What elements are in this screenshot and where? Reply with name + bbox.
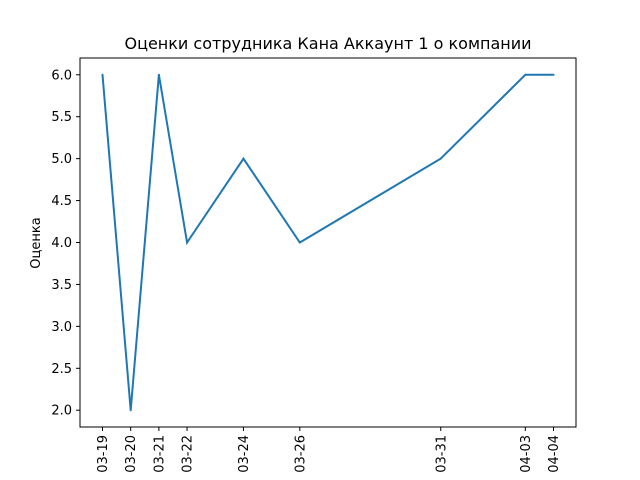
y-tick-label: 6.0 [51, 68, 72, 83]
x-tick-label: 03-22 [181, 435, 196, 473]
x-tick-label: 03-19 [96, 435, 111, 473]
y-tick-label: 3.0 [51, 320, 72, 335]
data-point [186, 241, 189, 244]
x-tick-label: 04-04 [547, 435, 562, 473]
axes-frame [79, 57, 577, 428]
plot-area: 2.0 2.5 3.0 3.5 4.0 4.5 5.0 5.5 6.0 03-19 03-20 03-… [51, 68, 562, 473]
y-tick-label: 5.0 [51, 152, 72, 167]
data-point [298, 241, 301, 244]
x-tick-label: 04-03 [519, 435, 534, 473]
y-axis-label: Оценка [29, 217, 44, 268]
y-tick-label: 4.0 [51, 236, 72, 251]
y-tick-label: 5.5 [51, 110, 72, 125]
x-tick-label: 03-21 [152, 435, 167, 473]
x-tick-label: 03-24 [237, 435, 252, 473]
y-tick-label: 4.5 [51, 194, 72, 209]
y-tick-label: 2.5 [51, 362, 72, 377]
y-tick-label: 2.0 [51, 404, 72, 419]
x-tick-label: 03-20 [124, 435, 139, 473]
data-point [524, 73, 527, 76]
data-point [552, 73, 555, 76]
data-point [129, 409, 132, 412]
x-tick-label: 03-31 [434, 435, 449, 473]
data-point [242, 157, 245, 160]
y-tick-label: 3.5 [51, 278, 72, 293]
x-tick-label: 03-26 [293, 435, 308, 473]
data-point [439, 157, 442, 160]
series-line [101, 73, 554, 411]
data-point [101, 73, 104, 76]
data-point [157, 73, 160, 76]
chart-title: Оценки сотрудника Кана Аккаунт 1 о компа… [124, 34, 531, 53]
